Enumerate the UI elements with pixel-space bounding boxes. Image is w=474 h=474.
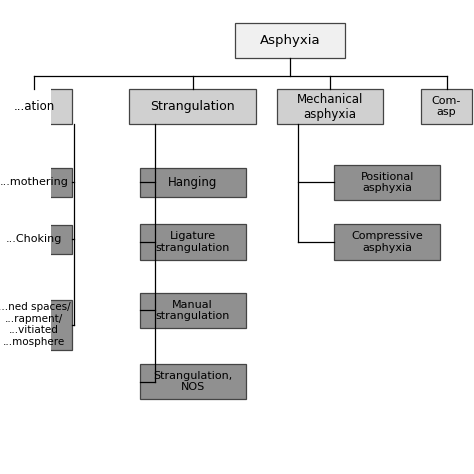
- Text: Com-
asp: Com- asp: [432, 96, 461, 118]
- Text: ...mothering: ...mothering: [0, 177, 69, 188]
- Text: ...Choking: ...Choking: [6, 234, 62, 245]
- FancyBboxPatch shape: [140, 168, 246, 197]
- Text: Ligature
strangulation: Ligature strangulation: [155, 231, 230, 253]
- Text: ...ation: ...ation: [13, 100, 55, 113]
- Text: Hanging: Hanging: [168, 176, 218, 189]
- Text: Compressive
asphyxia: Compressive asphyxia: [351, 231, 423, 253]
- FancyBboxPatch shape: [0, 89, 72, 124]
- FancyBboxPatch shape: [421, 89, 472, 124]
- FancyBboxPatch shape: [140, 364, 246, 399]
- FancyBboxPatch shape: [235, 23, 345, 58]
- FancyBboxPatch shape: [277, 89, 383, 124]
- Text: ...ned spaces/
...rapment/
...vitiated
...mosphere: ...ned spaces/ ...rapment/ ...vitiated .…: [0, 302, 71, 347]
- FancyBboxPatch shape: [0, 300, 72, 350]
- Text: Positional
asphyxia: Positional asphyxia: [361, 172, 414, 193]
- Text: Manual
strangulation: Manual strangulation: [155, 300, 230, 321]
- Text: Strangulation: Strangulation: [150, 100, 235, 113]
- Text: Mechanical
asphyxia: Mechanical asphyxia: [297, 92, 364, 121]
- FancyBboxPatch shape: [0, 225, 72, 254]
- FancyBboxPatch shape: [335, 165, 440, 200]
- FancyBboxPatch shape: [129, 89, 256, 124]
- Text: Asphyxia: Asphyxia: [260, 34, 320, 47]
- FancyBboxPatch shape: [140, 224, 246, 260]
- Text: Strangulation,
NOS: Strangulation, NOS: [153, 371, 232, 392]
- FancyBboxPatch shape: [0, 168, 72, 197]
- FancyBboxPatch shape: [140, 292, 246, 328]
- FancyBboxPatch shape: [335, 224, 440, 260]
